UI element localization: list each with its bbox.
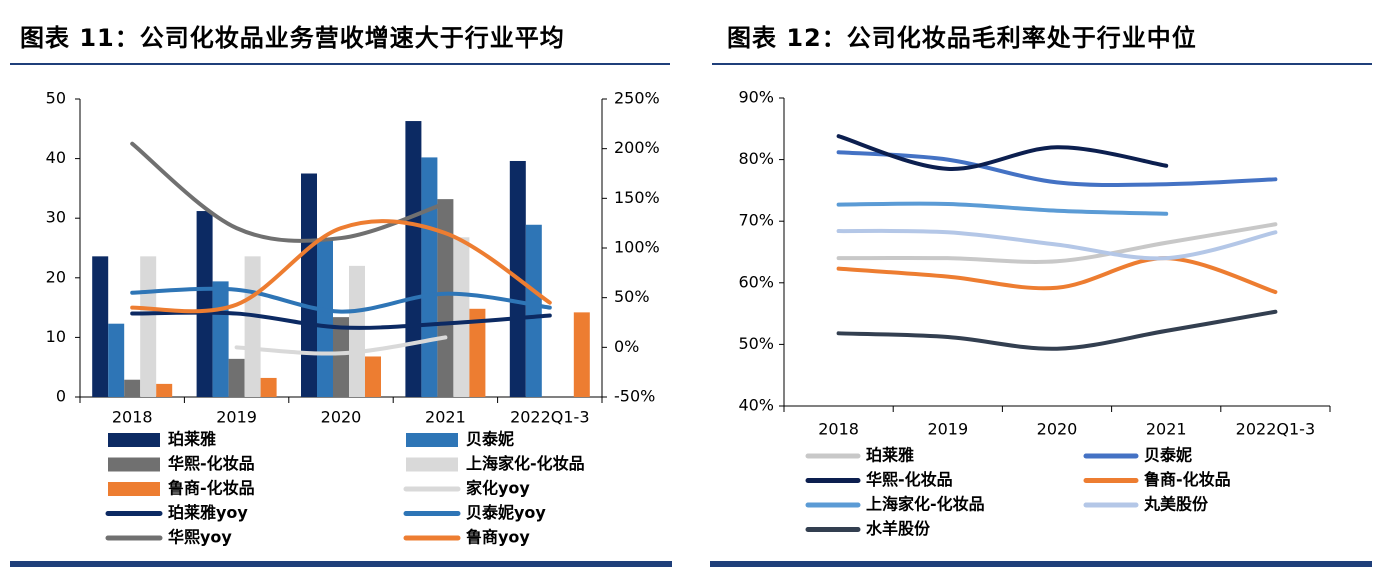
chart1-bar: [156, 383, 173, 397]
chart1-series-line: [234, 335, 448, 356]
chart1-bar: [92, 256, 109, 397]
chart1-left-tick-label: 50: [46, 89, 66, 108]
chart1-right-tick-label: -50%: [614, 387, 655, 406]
chart1-legend-label: 珀莱雅: [168, 430, 216, 449]
chart2-y-tick-label: 70%: [738, 211, 774, 230]
chart1-x-tick-label: 2021: [425, 408, 466, 427]
chart1-left-tick-label: 20: [46, 267, 66, 286]
chart1-legend-label: 鲁商yoy: [465, 528, 530, 547]
chart1-legend-label: 贝泰妮: [466, 430, 514, 449]
chart2-y-tick-label: 90%: [738, 88, 774, 107]
chart1-legend-swatch: [406, 457, 458, 472]
chart1-series-line: [130, 219, 552, 314]
chart1-right-tick-label: 200%: [614, 138, 660, 157]
chart2-x-tick-label: 2022Q1-3: [1236, 420, 1315, 439]
chart1-bar: [212, 281, 229, 397]
chart1-x-tick-label: 2019: [216, 408, 257, 427]
chart1-bar: [301, 173, 317, 397]
chart2-series-line: [836, 201, 1169, 216]
chart1-title: 图表 11：公司化妆品业务营收增速大于行业平均: [20, 24, 565, 52]
chart1-right-tick-label: 150%: [614, 188, 660, 207]
chart1-bar: [140, 256, 157, 397]
chart2-y-tick-label: 50%: [738, 334, 774, 353]
chart1-bar: [525, 224, 542, 397]
chart1-bar: [437, 199, 454, 397]
chart2-series-line: [836, 228, 1278, 261]
chart1-left-tick-label: 30: [46, 208, 66, 227]
chart1-legend-label: 华熙yoy: [168, 528, 232, 547]
chart1-legend-swatch: [406, 433, 458, 447]
chart2-x-tick-label: 2020: [1037, 420, 1078, 439]
chart1-right-tick-label: 0%: [614, 337, 639, 356]
chart1-bar: [108, 323, 125, 397]
chart1-legend-swatch: [108, 433, 160, 447]
chart1-right-tick-label: 250%: [614, 89, 660, 108]
chart1-legend-label: 上海家化-化妆品: [466, 454, 585, 473]
chart1-legend-label: 鲁商-化妆品: [167, 479, 255, 498]
chart1-series-line: [130, 141, 448, 243]
chart2-series-line: [836, 309, 1278, 351]
chart2-series-line: [836, 256, 1278, 295]
chart2-bottom-rule: [710, 561, 1372, 567]
chart1-legend-label: 珀莱雅yoy: [168, 503, 248, 522]
chart1-bottom-rule: [10, 561, 672, 567]
chart2-legend-label: 贝泰妮: [1144, 446, 1192, 465]
chart1-legend-swatch: [108, 457, 160, 472]
chart1-right-tick-label: 50%: [614, 287, 650, 306]
chart1-left-tick-label: 0: [56, 387, 66, 406]
chart2-title-rule: [712, 63, 1372, 65]
chart1-bar: [196, 211, 213, 397]
chart2-series-line: [836, 134, 1169, 171]
chart1-legend-label: 华熙-化妆品: [168, 454, 255, 473]
chart2-series-line: [836, 150, 1278, 188]
chart1-bar: [260, 377, 277, 397]
chart1-left-tick-label: 10: [46, 327, 66, 346]
chart1-legend-label: 贝泰妮yoy: [466, 503, 546, 522]
chart1-legend-swatch: [108, 482, 160, 496]
chart1-bar: [469, 308, 486, 397]
chart1-x-tick-label: 2018: [112, 408, 153, 427]
chart1-left-tick-label: 40: [46, 148, 66, 167]
chart2-legend-label: 华熙-化妆品: [866, 470, 953, 489]
chart1-legend-label: 家化yoy: [466, 479, 530, 498]
chart1-bar: [405, 121, 422, 397]
chart2-x-tick-label: 2021: [1146, 420, 1187, 439]
chart1-bar: [421, 157, 438, 397]
chart1-bar: [317, 239, 333, 397]
chart2-y-tick-label: 40%: [738, 396, 774, 415]
chart1-right-tick-label: 100%: [614, 238, 660, 257]
chart1-bar: [453, 237, 470, 397]
chart2-legend-label: 上海家化-化妆品: [866, 495, 985, 514]
chart2-legend-label: 鲁商-化妆品: [1143, 470, 1231, 489]
chart2-series-line: [836, 222, 1278, 264]
chart1-x-tick-label: 2022Q1-3: [510, 408, 589, 427]
chart1-bar: [228, 358, 245, 397]
chart1-bar: [573, 312, 590, 397]
chart2-legend-label: 珀莱雅: [866, 446, 914, 465]
chart2-legend-label: 丸美股份: [1143, 495, 1209, 514]
chart1-x-tick-label: 2020: [321, 408, 362, 427]
chart2-y-tick-label: 60%: [738, 272, 774, 291]
chart2-title: 图表 12：公司化妆品毛利率处于行业中位: [727, 24, 1197, 52]
chart1-bar: [244, 256, 261, 397]
chart2-legend-label: 水羊股份: [866, 519, 931, 538]
chart1-bar: [365, 356, 381, 397]
chart1-title-rule: [10, 63, 670, 65]
chart2-x-tick-label: 2018: [818, 420, 859, 439]
chart1-series-line: [130, 286, 552, 314]
chart2-x-tick-label: 2019: [927, 420, 968, 439]
chart1-bar: [333, 317, 349, 397]
chart1-bar: [349, 265, 365, 397]
chart1-bar: [124, 379, 141, 397]
chart2-y-tick-label: 80%: [738, 149, 774, 168]
